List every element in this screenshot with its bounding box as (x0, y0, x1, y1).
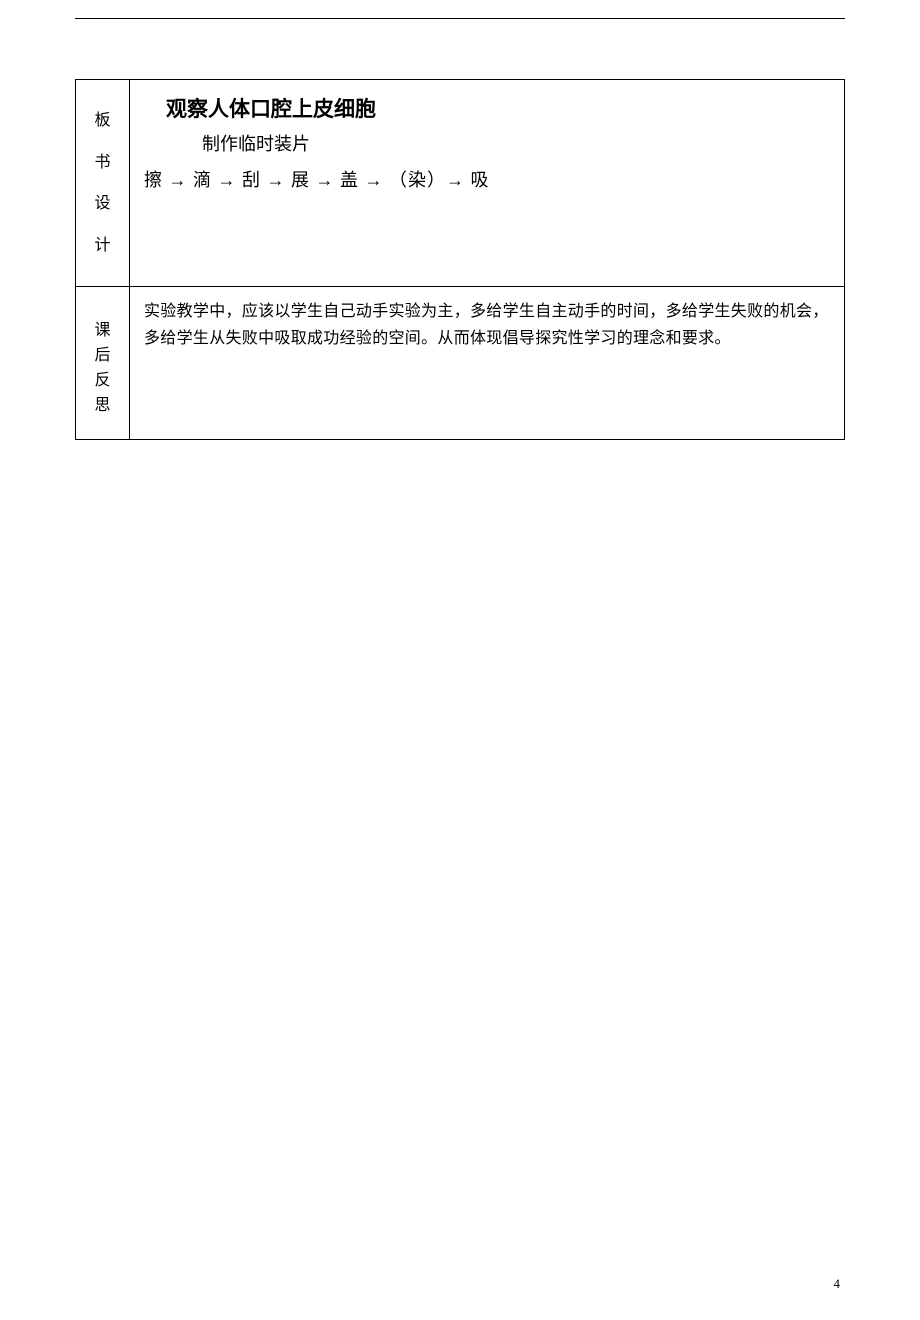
reflection-content-cell: 实验教学中，应该以学生自己动手实验为主，多给学生自主动手的时间，多给学生失败的机… (130, 287, 845, 439)
table-row: 课 后 反 思 实验教学中，应该以学生自己动手实验为主，多给学生自主动手的时间，… (76, 287, 845, 439)
label-char: 后 (76, 344, 129, 369)
label-char: 设 (76, 183, 129, 225)
label-char: 思 (76, 394, 129, 419)
page-container: 板 书 设 计 观察人体口腔上皮细胞 制作临时装片 擦 → 滴 → 刮 → 展 … (0, 18, 920, 440)
lesson-plan-table: 板 书 设 计 观察人体口腔上皮细胞 制作临时装片 擦 → 滴 → 刮 → 展 … (75, 79, 845, 440)
lesson-subtitle: 制作临时装片 (144, 130, 830, 159)
label-char: 板 (76, 100, 129, 142)
lesson-title: 观察人体口腔上皮细胞 (144, 94, 830, 126)
page-number: 4 (834, 1276, 841, 1292)
label-char: 计 (76, 225, 129, 267)
table-row: 板 书 设 计 观察人体口腔上皮细胞 制作临时装片 擦 → 滴 → 刮 → 展 … (76, 80, 845, 287)
reflection-text: 实验教学中，应该以学生自己动手实验为主，多给学生自主动手的时间，多给学生失败的机… (144, 299, 830, 352)
label-char: 课 (76, 319, 129, 344)
label-char: 书 (76, 142, 129, 184)
procedure-steps: 擦 → 滴 → 刮 → 展 → 盖 → （染）→ 吸 (144, 164, 830, 196)
label-char: 反 (76, 369, 129, 394)
board-design-label-cell: 板 书 设 计 (76, 80, 130, 287)
reflection-label-cell: 课 后 反 思 (76, 287, 130, 439)
top-horizontal-rule (75, 18, 845, 19)
board-design-content-cell: 观察人体口腔上皮细胞 制作临时装片 擦 → 滴 → 刮 → 展 → 盖 → （染… (130, 80, 845, 287)
